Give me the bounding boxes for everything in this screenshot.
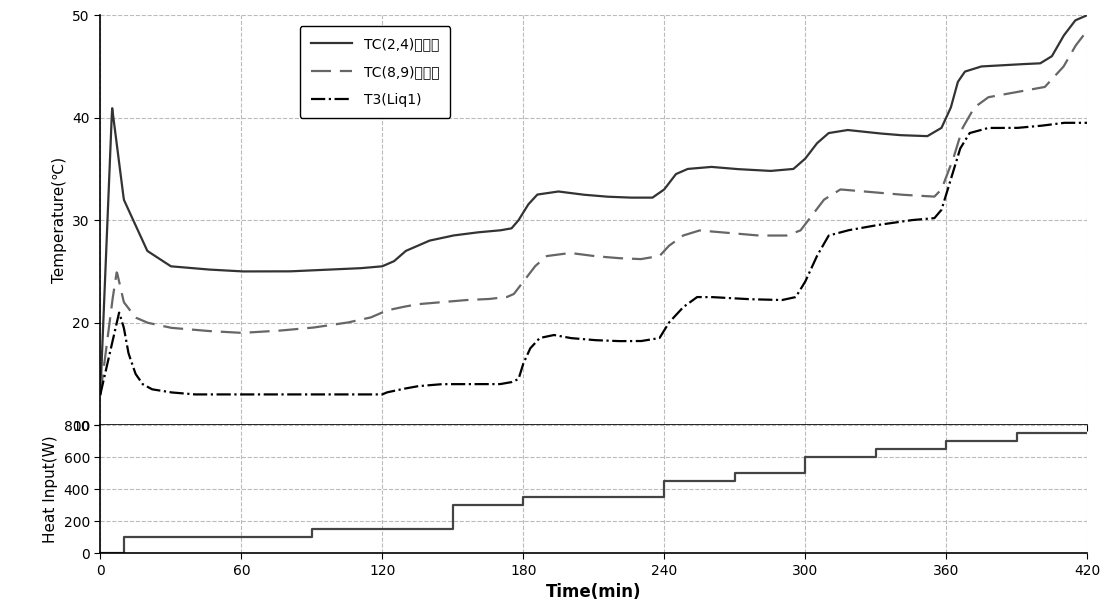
TC(8,9)평균값	[1051, 68, 1065, 75]
T3(Liq1)	[1057, 119, 1070, 126]
Y-axis label: Heat Input(W): Heat Input(W)	[43, 435, 58, 543]
TC(2,4)평균값	[144, 249, 157, 257]
T3(Liq1)	[1080, 119, 1094, 126]
Y-axis label: Temperature(℃): Temperature(℃)	[51, 157, 67, 283]
TC(2,4)평균값	[871, 130, 884, 137]
TC(8,9)평균값	[871, 189, 884, 196]
TC(2,4)평균값	[94, 391, 107, 398]
TC(8,9)평균값	[547, 252, 561, 259]
X-axis label: Time(min): Time(min)	[546, 583, 641, 601]
Line: T3(Liq1): T3(Liq1)	[100, 123, 1087, 395]
Legend: TC(2,4)평균값, TC(8,9)평균값, T3(Liq1): TC(2,4)평균값, TC(8,9)평균값, T3(Liq1)	[300, 26, 450, 118]
TC(2,4)평균값	[1051, 41, 1065, 48]
TC(2,4)평균값	[547, 188, 561, 196]
T3(Liq1)	[573, 335, 586, 342]
T3(Liq1)	[144, 385, 157, 392]
TC(2,4)평균값	[1051, 42, 1065, 49]
TC(8,9)평균값	[573, 250, 586, 258]
TC(8,9)평균값	[1051, 69, 1065, 76]
Line: TC(8,9)평균값: TC(8,9)평균값	[100, 30, 1087, 395]
TC(8,9)평균값	[94, 391, 107, 398]
T3(Liq1)	[94, 391, 107, 398]
T3(Liq1)	[1051, 120, 1065, 127]
T3(Liq1)	[547, 331, 561, 339]
TC(2,4)평균값	[1080, 12, 1094, 19]
T3(Liq1)	[1051, 120, 1065, 127]
TC(2,4)평균값	[573, 191, 586, 198]
TC(8,9)평균값	[1080, 27, 1094, 34]
Line: TC(2,4)평균값: TC(2,4)평균값	[100, 15, 1087, 395]
T3(Liq1)	[871, 221, 884, 229]
TC(8,9)평균값	[144, 320, 157, 327]
